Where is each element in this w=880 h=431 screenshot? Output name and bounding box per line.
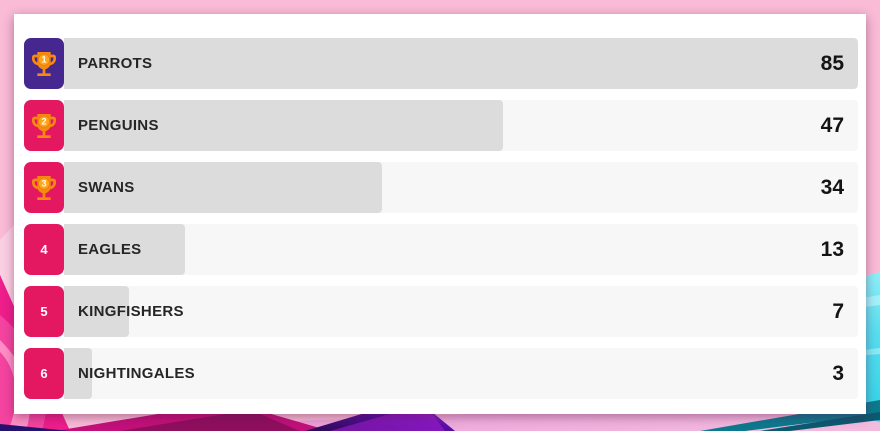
team-name: KINGFISHERS — [78, 303, 184, 320]
team-score: 7 — [832, 299, 844, 323]
rank-badge: 5 — [24, 286, 64, 337]
team-score: 13 — [820, 237, 844, 261]
rank-number: 2 — [41, 116, 46, 126]
score-track — [64, 162, 858, 213]
team-name: PARROTS — [78, 55, 153, 72]
team-score: 85 — [820, 51, 844, 75]
leaderboard-row-kingfishers: 5 KINGFISHERS 7 — [24, 286, 858, 337]
score-track — [64, 348, 858, 399]
rank-badge: 6 — [24, 348, 64, 399]
score-bar — [64, 38, 858, 89]
score-track — [64, 38, 858, 89]
trophy-icon: 1 — [32, 51, 56, 76]
score-bar — [64, 348, 93, 399]
rank-badge: 3 — [24, 162, 64, 213]
leaderboard-row-swans: 3 SWANS 34 — [24, 162, 858, 213]
leaderboard-row-nightingales: 6 NIGHTINGALES 3 — [24, 348, 858, 399]
team-name: PENGUINS — [78, 117, 159, 134]
rank-badge: 2 — [24, 100, 64, 151]
team-score: 3 — [832, 361, 844, 385]
leaderboard-card: 1 PARROTS 85 2 PENGUINS 47 3 — [14, 14, 866, 414]
rank-number: 5 — [40, 304, 48, 319]
team-name: NIGHTINGALES — [78, 365, 195, 382]
rank-badge: 4 — [24, 224, 64, 275]
score-bar — [64, 100, 504, 151]
trophy-icon: 3 — [32, 175, 56, 200]
trophy-icon: 2 — [32, 113, 56, 138]
score-track — [64, 286, 858, 337]
score-bar — [64, 224, 186, 275]
rank-number: 3 — [41, 178, 46, 188]
score-bar — [64, 286, 130, 337]
team-name: EAGLES — [78, 241, 142, 258]
rank-badge-first: 1 — [24, 38, 64, 89]
leaderboard-row-penguins: 2 PENGUINS 47 — [24, 100, 858, 151]
score-track — [64, 100, 858, 151]
score-bar — [64, 162, 382, 213]
rank-number: 1 — [41, 54, 46, 64]
score-track — [64, 224, 858, 275]
team-score: 47 — [820, 113, 844, 137]
rank-number: 4 — [40, 242, 48, 257]
leaderboard-row-eagles: 4 EAGLES 13 — [24, 224, 858, 275]
team-score: 34 — [820, 175, 844, 199]
rank-number: 6 — [40, 366, 48, 381]
leaderboard-row-parrots: 1 PARROTS 85 — [24, 38, 858, 89]
team-name: SWANS — [78, 179, 135, 196]
